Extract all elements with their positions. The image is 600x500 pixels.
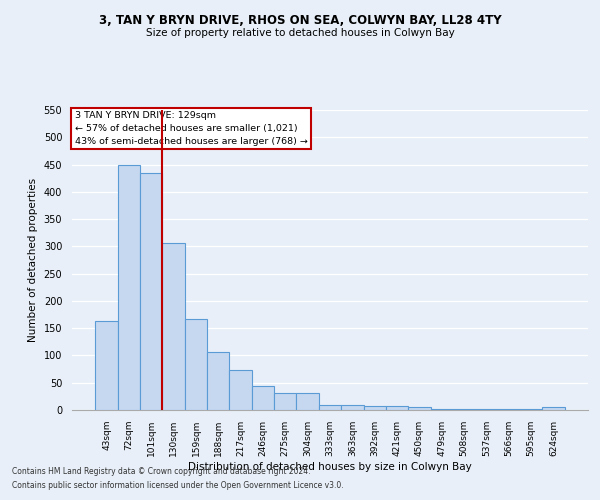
- Bar: [185, 320, 207, 410]
- Y-axis label: Number of detached properties: Number of detached properties: [28, 178, 38, 342]
- Bar: [542, 408, 565, 410]
- Text: 3, TAN Y BRYN DRIVE, RHOS ON SEA, COLWYN BAY, LL28 4TY: 3, TAN Y BRYN DRIVE, RHOS ON SEA, COLWYN…: [98, 14, 502, 27]
- Bar: [118, 164, 140, 410]
- Bar: [386, 406, 408, 410]
- Bar: [341, 404, 364, 410]
- Text: Size of property relative to detached houses in Colwyn Bay: Size of property relative to detached ho…: [146, 28, 454, 38]
- X-axis label: Distribution of detached houses by size in Colwyn Bay: Distribution of detached houses by size …: [188, 462, 472, 471]
- Bar: [163, 242, 185, 410]
- Bar: [140, 172, 163, 410]
- Text: Contains HM Land Registry data © Crown copyright and database right 2024.: Contains HM Land Registry data © Crown c…: [12, 468, 311, 476]
- Bar: [364, 406, 386, 410]
- Bar: [95, 321, 118, 410]
- Bar: [274, 392, 296, 410]
- Text: Contains public sector information licensed under the Open Government Licence v3: Contains public sector information licen…: [12, 481, 344, 490]
- Text: 3 TAN Y BRYN DRIVE: 129sqm
← 57% of detached houses are smaller (1,021)
43% of s: 3 TAN Y BRYN DRIVE: 129sqm ← 57% of deta…: [74, 112, 307, 146]
- Bar: [207, 352, 229, 410]
- Bar: [296, 392, 319, 410]
- Bar: [408, 408, 431, 410]
- Bar: [252, 386, 274, 410]
- Bar: [229, 370, 252, 410]
- Bar: [319, 404, 341, 410]
